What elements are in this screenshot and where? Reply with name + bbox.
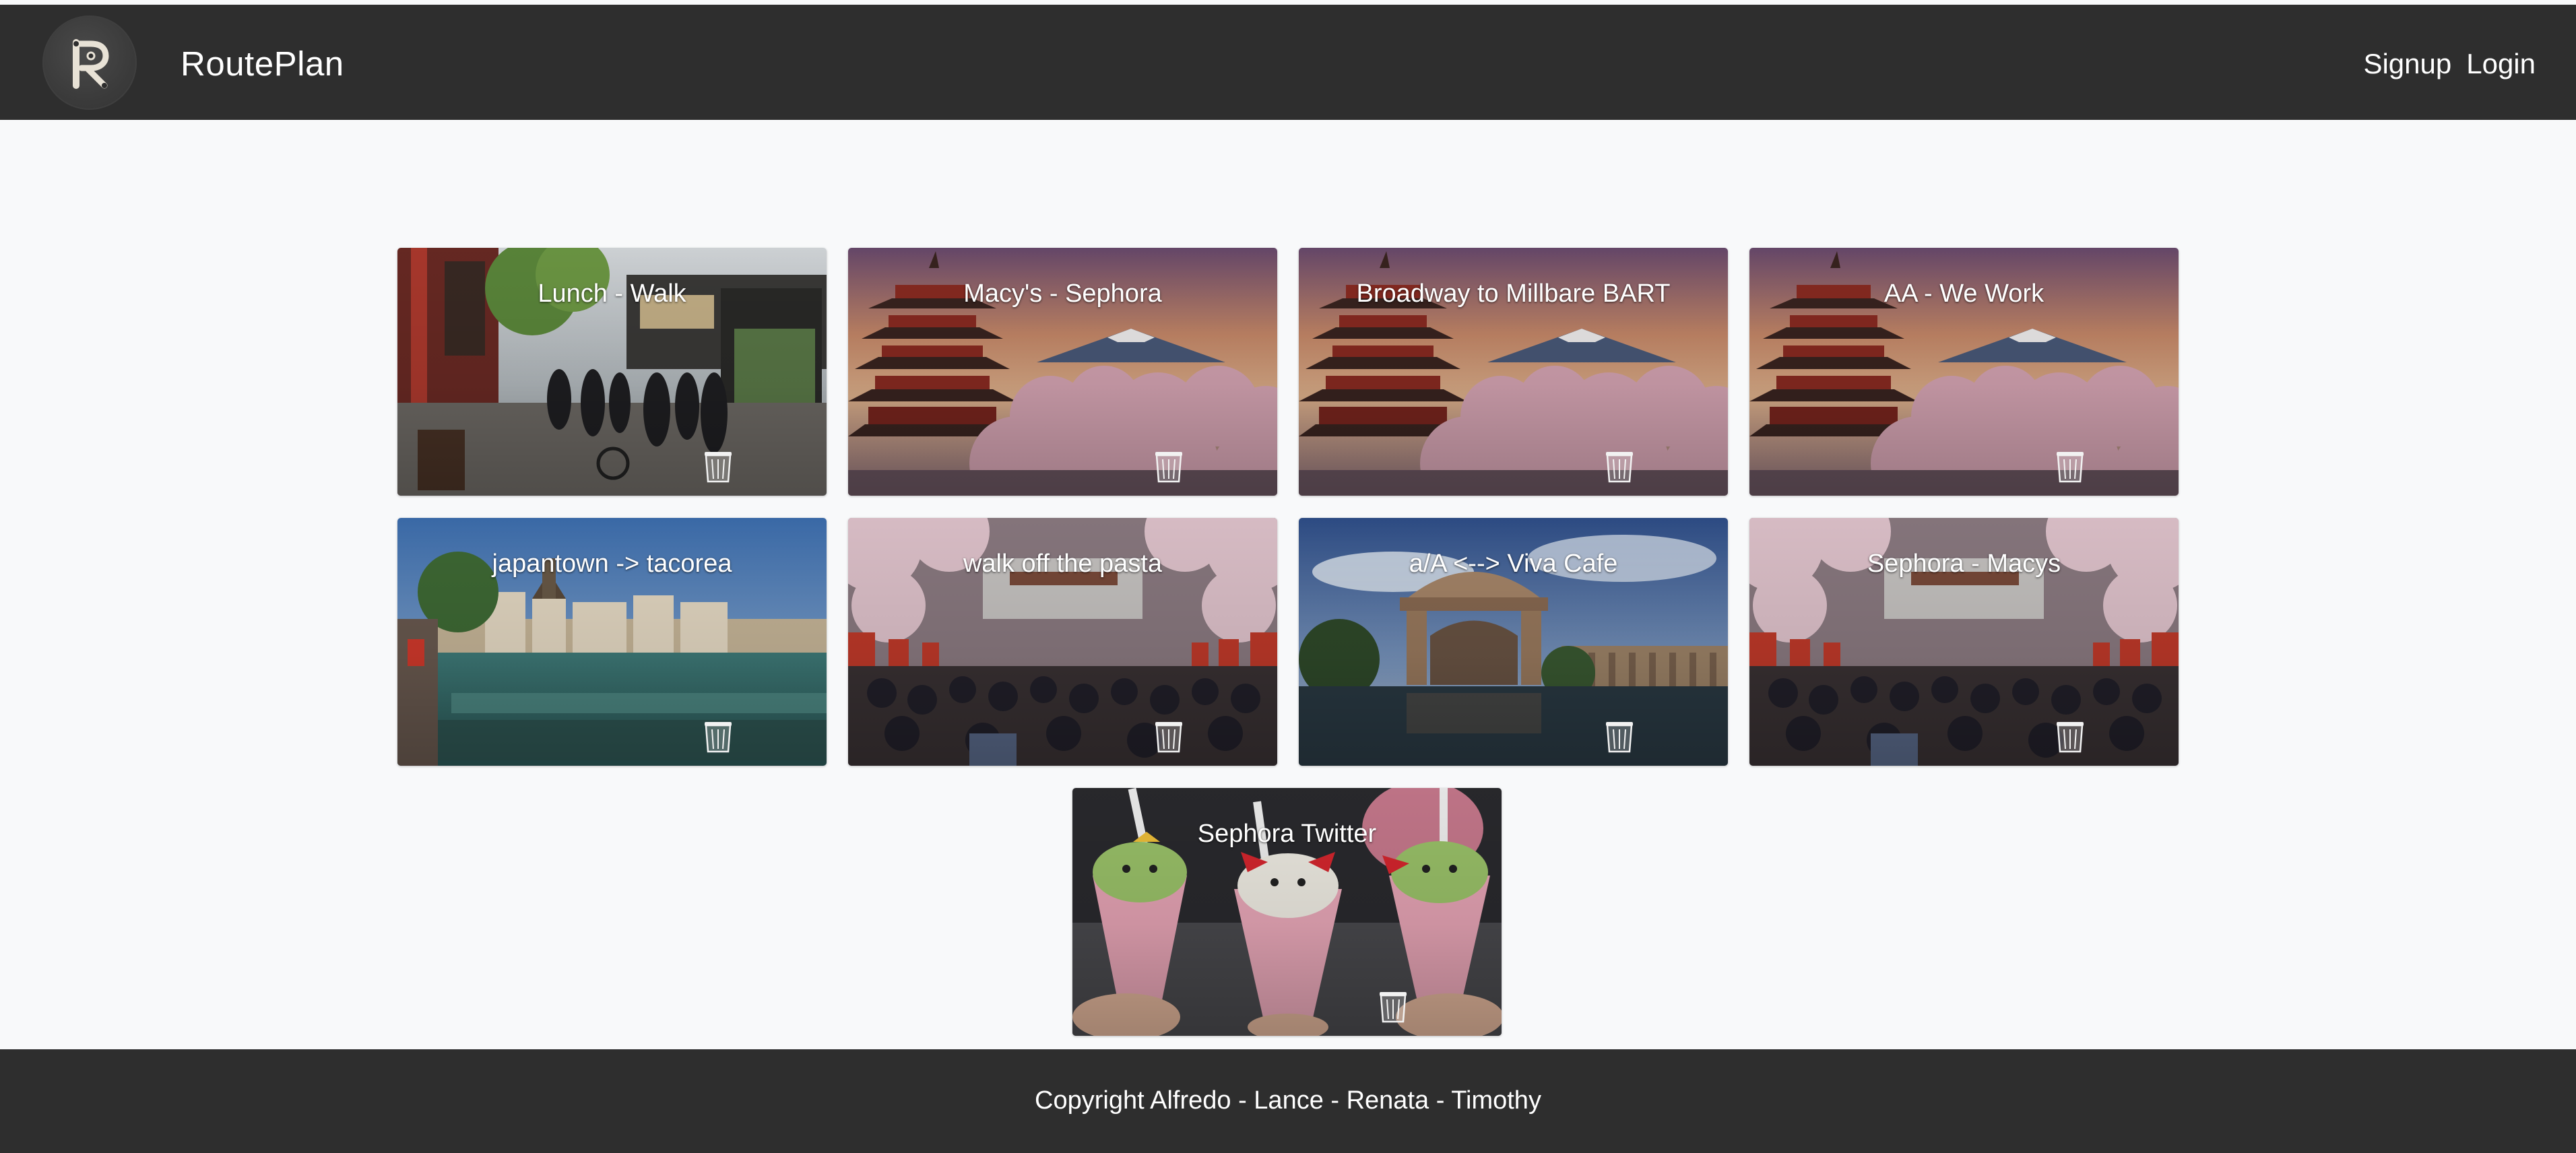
logo[interactable] [42,15,137,110]
brand-name[interactable]: RoutePlan [181,44,344,83]
signup-link[interactable]: Signup [2363,48,2452,79]
route-card[interactable]: japantown -> tacorea [397,518,827,766]
route-title: Sephora - Macys [1867,550,2061,578]
route-card-image [397,518,827,766]
route-card[interactable]: Lunch - Walk [397,248,827,496]
route-grid: Lunch - Walk [397,248,2179,1036]
top-navbar: RoutePlan Signup Login [0,5,2576,120]
trash-icon[interactable] [704,720,732,754]
copyright-text: Copyright Alfredo - Lance - Renata - Tim… [1035,1086,1541,1115]
route-card[interactable]: Sephora - Macys [1749,518,2179,766]
route-title: Lunch - Walk [538,279,686,308]
route-card[interactable]: Broadway to Millbare BART [1299,248,1728,496]
route-title: AA - We Work [1883,279,2044,308]
route-card[interactable]: Macy's - Sephora [848,248,1277,496]
card-overlay [1072,788,1502,1036]
card-overlay [848,518,1277,766]
routeplan-logo-icon [73,39,109,89]
card-overlay [1299,518,1728,766]
route-card[interactable]: walk off the pasta [848,518,1277,766]
route-card[interactable]: AA - We Work [1749,248,2179,496]
trash-icon[interactable] [1379,990,1407,1024]
login-link[interactable]: Login [2466,48,2536,79]
route-title: Sephora Twitter [1197,820,1377,848]
trash-icon[interactable] [1605,450,1634,484]
route-card-image [397,248,827,496]
trash-icon[interactable] [1155,450,1183,484]
route-title: japantown -> tacorea [492,550,732,578]
trash-icon[interactable] [1155,720,1183,754]
card-overlay [1749,248,2179,496]
route-card-image [1072,788,1502,1036]
route-card-image [848,518,1277,766]
card-overlay [397,248,827,496]
card-overlay [1749,518,2179,766]
auth-nav: Signup Login [2363,46,2536,81]
card-overlay [1299,248,1728,496]
trash-icon[interactable] [2056,450,2084,484]
trash-icon[interactable] [704,450,732,484]
trash-icon[interactable] [2056,720,2084,754]
route-title: a/A <--> Viva Cafe [1409,550,1618,578]
card-overlay [848,248,1277,496]
route-card-image [1299,518,1728,766]
route-card-image [1749,518,2179,766]
route-card[interactable]: a/A <--> Viva Cafe [1299,518,1728,766]
card-overlay [397,518,827,766]
route-card-image [848,248,1277,496]
route-title: Macy's - Sephora [963,279,1162,308]
route-card[interactable]: Sephora Twitter [1072,788,1502,1036]
route-title: Broadway to Millbare BART [1356,279,1671,308]
route-title: walk off the pasta [963,550,1163,578]
footer: Copyright Alfredo - Lance - Renata - Tim… [0,1049,2576,1153]
route-card-image [1299,248,1728,496]
trash-icon[interactable] [1605,720,1634,754]
